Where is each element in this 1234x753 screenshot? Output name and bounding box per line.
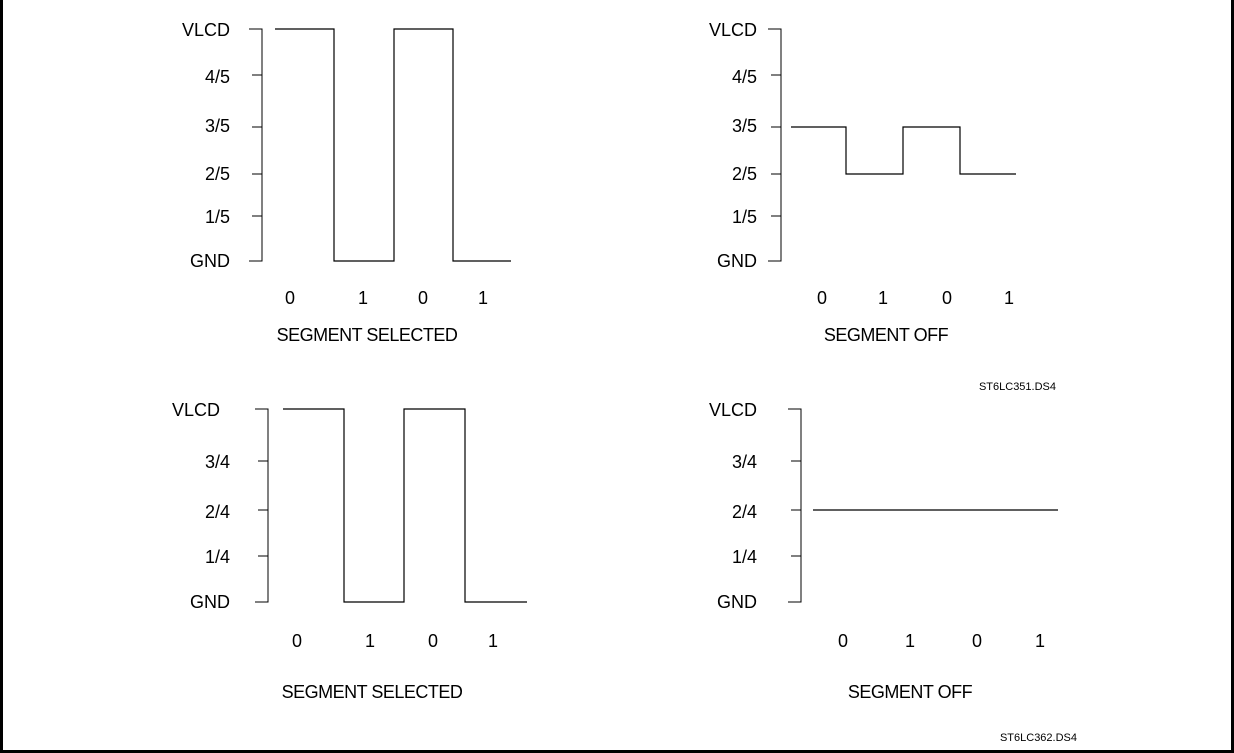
level-label: GND <box>717 592 757 612</box>
level-label: 4/5 <box>205 67 230 87</box>
bit-label: 1 <box>365 631 375 651</box>
bit-label: 1 <box>905 631 915 651</box>
level-label: VLCD <box>709 20 757 40</box>
panel-caption: SEGMENT SELECTED <box>277 325 458 345</box>
level-label: GND <box>190 251 230 271</box>
level-label: VLCD <box>709 400 757 420</box>
level-label: 1/4 <box>732 547 757 567</box>
figure-reference-label: ST6LC362.DS4 <box>1000 732 1077 744</box>
level-label: 3/4 <box>205 452 230 472</box>
panel-top-right: VLCD 4/5 3/5 2/5 1/5 GND 0 1 0 1 SEGMENT… <box>709 20 1056 393</box>
level-label: 2/5 <box>732 164 757 184</box>
voltage-axis <box>255 408 269 603</box>
figure-reference-label: ST6LC351.DS4 <box>979 381 1056 393</box>
bit-label: 0 <box>838 631 848 651</box>
level-label: VLCD <box>172 400 220 420</box>
panel-bottom-right: VLCD 3/4 2/4 1/4 GND 0 1 0 1 SEGMENT OFF… <box>709 400 1077 744</box>
bit-label: 0 <box>428 631 438 651</box>
panel-caption: SEGMENT OFF <box>824 325 949 345</box>
voltage-axis <box>249 28 263 262</box>
level-label: GND <box>717 251 757 271</box>
bit-label: 1 <box>488 631 498 651</box>
waveform-trace <box>283 408 527 603</box>
bit-label: 0 <box>285 288 295 308</box>
level-label: 3/5 <box>732 116 757 136</box>
panel-caption: SEGMENT OFF <box>848 682 973 702</box>
bit-label: 1 <box>878 288 888 308</box>
bit-label: 1 <box>358 288 368 308</box>
bit-label: 1 <box>1004 288 1014 308</box>
waveform-trace <box>275 28 511 262</box>
level-label: 3/5 <box>205 116 230 136</box>
bit-label: 0 <box>418 288 428 308</box>
panel-bottom-left: VLCD 3/4 2/4 1/4 GND 0 1 0 1 SEGMENT SEL… <box>172 400 527 702</box>
bit-label: 0 <box>972 631 982 651</box>
level-label: 2/5 <box>205 164 230 184</box>
bit-label: 0 <box>817 288 827 308</box>
level-label: 3/4 <box>732 452 757 472</box>
level-label: 1/5 <box>732 207 757 227</box>
level-label: GND <box>190 592 230 612</box>
level-label: 1/5 <box>205 207 230 227</box>
level-label: 2/4 <box>732 502 757 522</box>
level-label: 4/5 <box>732 67 757 87</box>
level-label: 1/4 <box>205 547 230 567</box>
bit-label: 1 <box>478 288 488 308</box>
level-label: VLCD <box>182 20 230 40</box>
voltage-axis <box>788 408 802 603</box>
voltage-axis <box>768 28 782 262</box>
waveform-trace <box>791 126 1016 175</box>
bit-label: 1 <box>1035 631 1045 651</box>
bit-label: 0 <box>942 288 952 308</box>
panel-top-left: VLCD 4/5 3/5 2/5 1/5 GND 0 1 0 1 SEGMENT… <box>182 20 511 345</box>
bit-label: 0 <box>292 631 302 651</box>
panel-caption: SEGMENT SELECTED <box>282 682 463 702</box>
level-label: 2/4 <box>205 502 230 522</box>
